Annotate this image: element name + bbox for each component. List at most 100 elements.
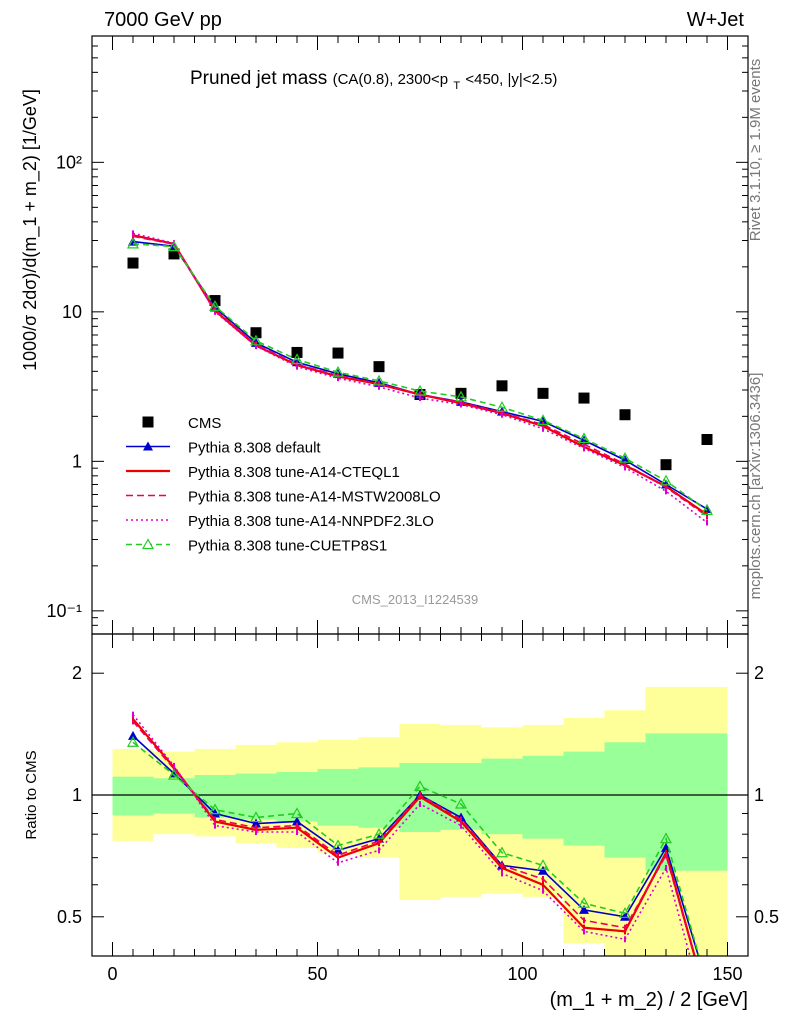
ratio-point-cuetp8s1: [659, 832, 673, 844]
legend-label-a14_nnpdf: Pythia 8.308 tune-A14-NNPDF2.3LO: [188, 513, 434, 530]
ratio-point-cuetp8s1: [208, 803, 222, 815]
main-point-cuetp8s1: [167, 240, 181, 252]
ratio-point-cuetp8s1: [290, 807, 304, 819]
legend-marker-default: [143, 441, 153, 451]
legend: CMS Pythia 8.308 default Pythia 8.308 tune…: [126, 415, 441, 555]
ratio-band-inner: [317, 768, 359, 826]
rivet-version-label: Rivet 3.1.10, ≥ 1.9M events: [747, 59, 764, 242]
main-point-cms: [537, 387, 549, 399]
ratio-y-tick-label-right: 1: [754, 785, 764, 805]
y-axis-label: 1000/σ 2dσ)/d(m_1 + m_2) [1/GeV]: [20, 89, 41, 371]
main-line-a14_nnpdf: [132, 232, 708, 524]
ratio-point-default: [620, 911, 630, 921]
main-point-cms: [291, 346, 303, 358]
x-tick-label: 100: [507, 964, 537, 984]
main-y-tick-label: 10⁻¹: [46, 601, 82, 621]
ratio-y-tick-label: 2: [72, 663, 82, 683]
main-point-cms: [332, 347, 344, 359]
ratio-y-axis-label: Ratio to CMS: [23, 750, 40, 839]
ratio-band-inner: [481, 758, 523, 835]
main-point-cuetp8s1: [700, 504, 714, 515]
main-y-tick-label: 10²: [56, 152, 82, 172]
main-point-cuetp8s1: [413, 384, 427, 396]
chart-title-cuts-subscript: T: [453, 80, 460, 92]
legend-label-a14_cteql1: Pythia 8.308 tune-A14-CTEQL1: [188, 464, 400, 481]
main-point-cuetp8s1: [372, 374, 386, 386]
main-point-cuetp8s1: [290, 353, 304, 365]
ratio-point-cuetp8s1: [702, 980, 712, 989]
legend-label-cms: CMS: [188, 415, 221, 432]
x-tick-label: 0: [107, 964, 117, 984]
main-point-cuetp8s1: [618, 451, 632, 463]
chart-title-main: Pruned jet mass: [190, 68, 327, 89]
main-point-cms: [578, 392, 590, 404]
legend-label-default: Pythia 8.308 default: [188, 440, 321, 457]
main-point-cms: [373, 361, 385, 373]
ratio-point-default: [251, 818, 261, 828]
ratio-band-inner: [112, 776, 154, 816]
x-axis-label: (m_1 + m_2) / 2 [GeV]: [550, 989, 748, 1011]
ratio-point-cuetp8s1: [454, 797, 468, 809]
main-point-cms: [168, 248, 180, 260]
ratio-y-tick-label-right: 2: [754, 663, 764, 683]
ratio-band-inner: [686, 733, 728, 871]
main-y-tick-label: 1: [72, 451, 82, 471]
ratio-point-cuetp8s1: [577, 897, 591, 908]
x-tick-label: 150: [712, 964, 742, 984]
main-point-cuetp8s1: [454, 390, 468, 402]
main-point-cuetp8s1: [495, 401, 509, 412]
ratio-line-cuetp8s1: [132, 741, 700, 956]
header-energy-label: 7000 GeV pp: [104, 9, 222, 31]
mcplots-label: mcplots.cern.ch [arXiv:1306.3436]: [747, 373, 764, 600]
chart-title-cuts-end: <450, |y|<2.5): [465, 71, 557, 88]
main-point-cuetp8s1: [208, 300, 222, 311]
ratio-y-tick-label: 0.5: [57, 907, 82, 927]
ratio-band-inner: [522, 755, 564, 839]
ratio-band-inner: [276, 771, 318, 822]
ratio-point-default: [538, 865, 548, 875]
x-tick-label: 50: [307, 964, 327, 984]
main-point-cuetp8s1: [577, 432, 591, 444]
ratio-panel: 0.5 0.5 1 1 2 2 0 50 100 150 Ratio to CMS (m_1 + …: [23, 633, 779, 1011]
chart-title: Pruned jet mass (CA(0.8), 2300<p T <450,…: [190, 68, 557, 94]
legend-marker-cuetp8s1: [141, 538, 155, 550]
ratio-band-inner: [604, 742, 646, 858]
main-point-cms: [660, 459, 672, 471]
ratio-point-cuetp8s1: [413, 780, 427, 792]
chart-title-cuts: (CA(0.8), 2300<p: [333, 71, 448, 88]
main-point-cuetp8s1: [126, 237, 140, 249]
ratio-point-cuetp8s1: [618, 907, 632, 918]
ratio-point-cuetp8s1: [536, 859, 550, 870]
main-y-tick-label: 10: [62, 302, 82, 322]
main-point-cms: [127, 257, 139, 269]
analysis-watermark: CMS_2013_I1224539: [352, 592, 479, 607]
main-point-cms: [701, 433, 713, 445]
ratio-point-cuetp8s1: [126, 736, 140, 747]
main-distribution-panel: 10⁻¹ 1 10 10² Pruned jet mass (CA(0.8), 230…: [20, 35, 749, 635]
main-point-cms: [496, 380, 508, 392]
ratio-point-default: [128, 730, 138, 740]
legend-marker-cms: [142, 416, 154, 428]
ratio-point-cuetp8s1: [167, 768, 181, 780]
main-point-cms: [619, 409, 631, 421]
main-point-cuetp8s1: [659, 474, 673, 486]
header-process-label: W+Jet: [687, 9, 745, 31]
main-line-cuetp8s1: [132, 243, 708, 512]
ratio-point-default: [579, 904, 589, 914]
legend-label-cuetp8s1: Pythia 8.308 tune-CUETP8S1: [188, 538, 387, 555]
ratio-band-inner: [563, 751, 605, 846]
main-point-cuetp8s1: [331, 365, 345, 377]
ratio-point-default: [702, 980, 712, 989]
ratio-y-tick-label: 1: [72, 785, 82, 805]
main-point-cuetp8s1: [536, 414, 550, 425]
ratio-point-cuetp8s1: [372, 827, 386, 839]
ratio-y-tick-label-right: 0.5: [754, 907, 779, 927]
ratio-point-cuetp8s1: [249, 811, 263, 823]
main-point-cms: [455, 387, 467, 399]
ratio-point-cuetp8s1: [495, 846, 509, 858]
ratio-band-inner: [153, 778, 195, 814]
ratio-point-cuetp8s1: [331, 839, 345, 851]
legend-label-a14_mstw: Pythia 8.308 tune-A14-MSTW2008LO: [188, 489, 441, 506]
ratio-point-default: [292, 816, 302, 826]
